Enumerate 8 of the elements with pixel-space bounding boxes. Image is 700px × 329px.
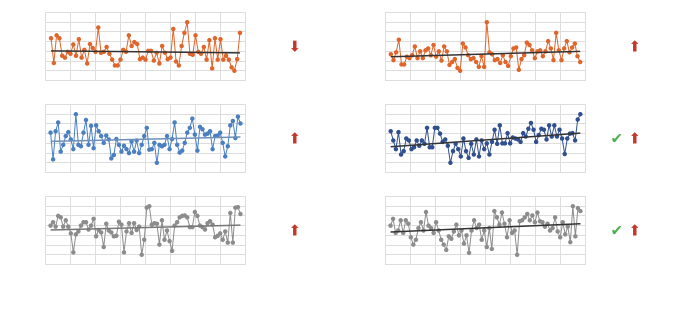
text: ⬆: [288, 222, 302, 240]
text: ⬆: [628, 130, 642, 148]
text: ✔: [610, 130, 624, 148]
text: ⬆: [628, 222, 642, 240]
text: ⬇: [288, 38, 302, 56]
text: ⬆: [288, 130, 302, 148]
text: ⬆: [628, 38, 642, 56]
text: ✔: [610, 222, 624, 240]
